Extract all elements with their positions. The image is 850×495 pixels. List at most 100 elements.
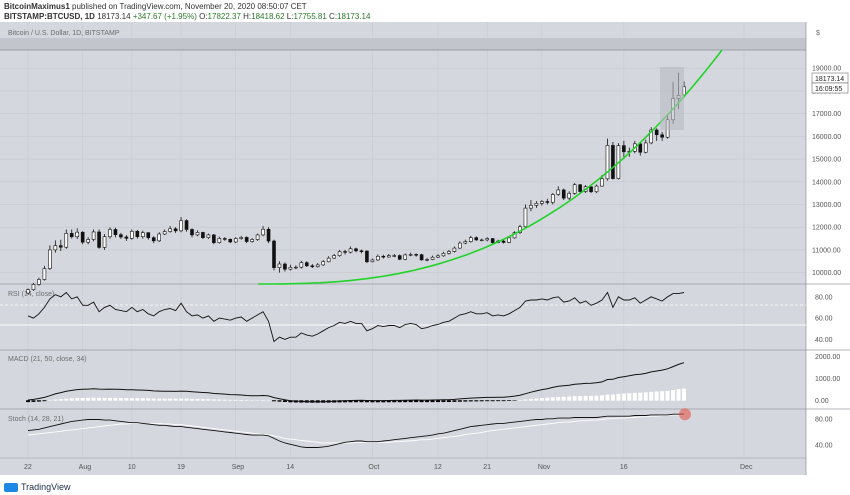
- macd-histogram-bar: [272, 400, 276, 402]
- candle-body: [370, 259, 375, 263]
- macd-histogram-bar: [682, 388, 686, 401]
- macd-histogram-bar: [665, 390, 670, 401]
- grid-lines: [0, 22, 806, 458]
- macd-histogram-bar: [539, 398, 544, 401]
- macd-histogram-bar: [479, 400, 484, 402]
- candle-body: [157, 233, 161, 242]
- candle-body: [408, 254, 413, 256]
- macd-histogram-bar: [578, 396, 583, 401]
- candle-body: [212, 234, 216, 243]
- candle-body: [26, 289, 30, 294]
- rsi-tick-label: 60.00: [815, 316, 833, 323]
- price-tick-label: 19000.00: [812, 66, 841, 73]
- macd-histogram-bar: [86, 397, 91, 401]
- macd-histogram-bar: [425, 400, 430, 403]
- candle-body: [288, 267, 293, 270]
- candle-body: [97, 231, 101, 248]
- candle-body: [315, 264, 320, 268]
- time-tick-label: 12: [434, 464, 442, 471]
- macd-histogram-bar: [364, 400, 369, 403]
- candle-body: [135, 230, 140, 238]
- macd-histogram-bar: [408, 400, 413, 403]
- candle-body: [545, 201, 550, 203]
- candle-body: [414, 254, 418, 256]
- macd-histogram-bar: [277, 400, 282, 402]
- stoch-d-line: [27, 414, 684, 444]
- candle-body: [436, 255, 440, 258]
- candle-body: [425, 259, 429, 261]
- macd-histogram-bar: [146, 398, 151, 401]
- author-name[interactable]: BitcoinMaximus1: [4, 2, 70, 11]
- macd-histogram-bar: [485, 400, 490, 402]
- macd-histogram-bar: [392, 400, 397, 403]
- candle-body: [348, 248, 353, 253]
- close-value: 18173.14: [337, 12, 371, 21]
- highlight-box: [660, 67, 684, 130]
- candle-body: [201, 232, 205, 238]
- macd-histogram-bar: [348, 400, 353, 403]
- symbol-label: BITSTAMP:BTCUSD, 1D: [4, 12, 95, 21]
- candle-body: [376, 255, 380, 261]
- candle-body: [654, 129, 659, 136]
- candle-body: [244, 237, 249, 242]
- rsi-label: RSI (14, close): [8, 291, 54, 298]
- chart-header: BitcoinMaximus1 published on TradingView…: [0, 0, 850, 22]
- footer-brand[interactable]: TradingView: [21, 482, 71, 492]
- time-tick-label: Aug: [79, 464, 92, 471]
- candle-body: [58, 245, 63, 248]
- panel-title: Bitcoin / U.S. Dollar, 1D, BITSTAMP: [8, 30, 120, 37]
- macd-histogram-bar: [261, 400, 266, 401]
- macd-histogram-bar: [343, 400, 348, 403]
- macd-histogram-bar: [671, 390, 676, 401]
- time-tick-label: Dec: [740, 464, 753, 471]
- macd-ticks: 0.00 1000.00 2000.00: [815, 354, 840, 405]
- chart-svg[interactable]: Bitcoin / U.S. Dollar, 1D, BITSTAMP $ RS…: [0, 22, 850, 478]
- macd-tick-label: 0.00: [815, 398, 829, 405]
- candle-body: [146, 232, 151, 238]
- macd-histogram-bar: [124, 398, 129, 401]
- macd-histogram-bar: [113, 397, 118, 401]
- macd-histogram-bar: [528, 398, 533, 401]
- macd-histogram-bar: [233, 399, 238, 401]
- low-label: L:: [286, 12, 294, 21]
- candle-body: [468, 237, 473, 242]
- candle-body: [304, 262, 309, 267]
- publish-line: BitcoinMaximus1 published on TradingView…: [4, 2, 307, 11]
- candle-body: [365, 250, 369, 263]
- macd-histogram-bar: [157, 398, 162, 401]
- rsi-line: [27, 291, 685, 343]
- candle-body: [447, 251, 451, 254]
- candle-body: [550, 194, 555, 203]
- candle-body: [217, 238, 222, 243]
- candle-body: [141, 232, 145, 238]
- candle-body: [113, 229, 118, 236]
- macd-histogram-bar: [200, 399, 205, 401]
- candle-body: [643, 142, 648, 153]
- macd-histogram-bar: [632, 392, 637, 401]
- candle-body: [272, 240, 276, 268]
- candle-body: [490, 238, 495, 243]
- macd-label: MACD (21, 50, close, 34): [8, 356, 87, 363]
- macd-histogram-bar: [501, 400, 506, 402]
- candle-body: [611, 145, 615, 179]
- macd-histogram-bar: [211, 399, 216, 401]
- macd-histogram-bar: [190, 398, 194, 401]
- macd-histogram-bar: [403, 400, 408, 403]
- candle-body: [332, 255, 336, 259]
- candle-body: [479, 239, 484, 242]
- stoch-highlight-marker: [679, 408, 691, 421]
- candle-body: [53, 245, 58, 251]
- macd-histogram-bar: [621, 393, 626, 401]
- price-tick-label: 13000.00: [812, 202, 841, 209]
- candle-body: [277, 263, 282, 268]
- candle-body: [403, 254, 408, 260]
- candle-body: [561, 189, 566, 199]
- macd-histogram-bar: [397, 400, 402, 403]
- macd-histogram-bar: [184, 398, 189, 401]
- macd-line: [27, 362, 685, 403]
- macd-histogram-bar: [168, 398, 173, 401]
- candle-body: [261, 228, 265, 236]
- macd-histogram-bar: [468, 400, 473, 402]
- macd-histogram-bar: [561, 396, 566, 401]
- macd-histogram-bar: [605, 394, 610, 401]
